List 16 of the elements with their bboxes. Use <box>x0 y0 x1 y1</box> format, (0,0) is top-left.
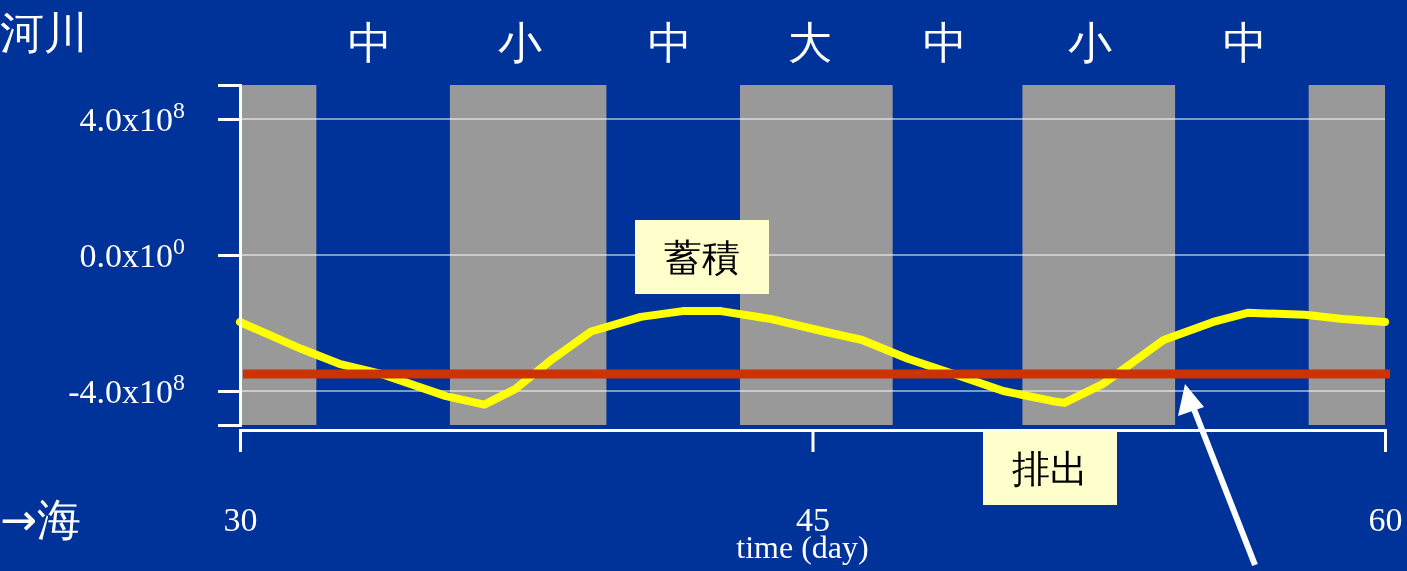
x-tick-label: 30 <box>223 501 258 539</box>
y-tick-label: 4.0x10$^{8}$ <box>79 97 185 139</box>
text: 河川 <box>0 7 88 58</box>
text: 小 <box>498 17 542 68</box>
text: 中 <box>348 17 392 68</box>
text: 中 <box>648 17 692 68</box>
y-tick-label: -4.0x10$^{8}$ <box>68 369 185 411</box>
text: →海 <box>0 494 81 545</box>
text: 中 <box>1223 17 1267 68</box>
text: 小 <box>1068 17 1112 68</box>
text: 排出 <box>1012 447 1088 491</box>
annotation: 蓄積 <box>664 236 740 280</box>
x-tick-label: 60 <box>1368 501 1403 539</box>
y-tick-label: 0.0x10$^{0}$ <box>79 233 185 275</box>
text: 中 <box>923 17 967 68</box>
text: 大 <box>788 17 832 68</box>
